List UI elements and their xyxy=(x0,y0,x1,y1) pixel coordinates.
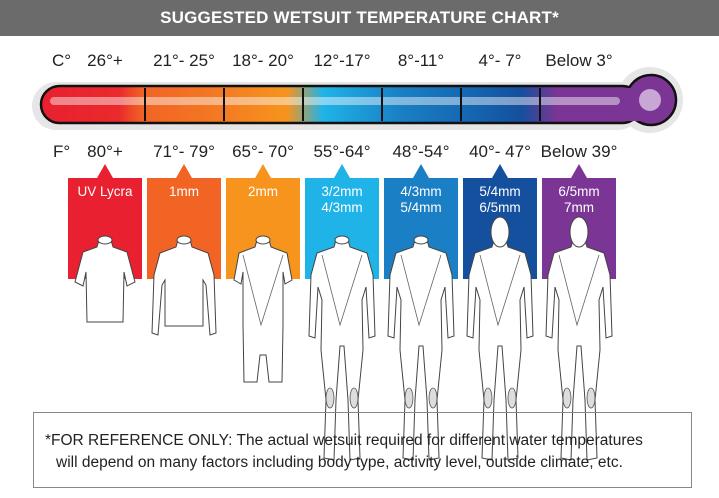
chest-panel-seam xyxy=(479,254,521,327)
chest-panel-seam xyxy=(321,254,363,327)
wetsuit-figure-full xyxy=(387,235,455,461)
knee-pad xyxy=(483,387,493,409)
knee-pad xyxy=(325,387,335,409)
suit-thickness-label: 3/2mm xyxy=(321,184,363,199)
celsius-range: 26°+ xyxy=(87,51,123,70)
fahrenheit-range: 55°-64° xyxy=(313,142,371,161)
disclaimer-note: *FOR REFERENCE ONLY: The actual wetsuit … xyxy=(33,412,692,488)
celsius-unit: C° xyxy=(52,51,72,70)
wetsuit-figure-full xyxy=(308,235,376,461)
wetsuit-figure-short-sleeve-top xyxy=(74,235,136,323)
suit-thickness-label: 6/5mm xyxy=(558,184,600,199)
knee-pad xyxy=(428,387,438,409)
fahrenheit-range: Below 39° xyxy=(540,142,618,161)
fahrenheit-range: 40°- 47° xyxy=(469,142,531,161)
suit-thickness-label: UV Lycra xyxy=(77,184,133,199)
chest-panel-seam xyxy=(242,254,284,327)
celsius-range: 21°- 25° xyxy=(153,51,215,70)
celsius-row: C° 26°+ 21°- 25° 18°- 20° 12°-17° 8°-11° 4°- … xyxy=(0,51,719,75)
collar-icon xyxy=(97,235,113,245)
celsius-range: 18°- 20° xyxy=(232,51,294,70)
fahrenheit-range: 65°- 70° xyxy=(232,142,294,161)
collar-icon xyxy=(176,235,192,245)
hood-icon xyxy=(569,216,589,248)
suit-thickness-label: 1mm xyxy=(169,184,199,199)
fahrenheit-unit: F° xyxy=(53,142,71,161)
bulb-highlight xyxy=(639,89,661,111)
wetsuit-figure-long-sleeve-top xyxy=(151,235,217,336)
disclaimer-line-1: *FOR REFERENCE ONLY: The actual wetsuit … xyxy=(45,432,643,449)
knee-pad xyxy=(586,387,596,409)
fahrenheit-row: F° 80°+ 71°- 79° 65°- 70° 55°-64° 48°-54° 40°… xyxy=(0,142,719,166)
celsius-range: 12°-17° xyxy=(313,51,371,70)
knee-pad xyxy=(562,387,572,409)
suit-thickness-label: 5/4mm xyxy=(479,184,521,199)
suit-thickness-label: 7mm xyxy=(564,200,594,215)
suit-thickness-label: 4/3mm xyxy=(400,184,442,199)
celsius-range: 8°-11° xyxy=(397,51,445,70)
chest-panel-seam xyxy=(400,254,442,327)
celsius-range: Below 3° xyxy=(545,51,613,70)
suit-thickness-label: 5/4mm xyxy=(400,200,442,215)
thermometer-highlight xyxy=(50,97,620,105)
wetsuit-figure-full-hood xyxy=(545,216,613,461)
thermometer xyxy=(32,67,683,133)
knee-pad xyxy=(404,387,414,409)
fahrenheit-range: 71°- 79° xyxy=(153,142,215,161)
chart-title: SUGGESTED WETSUIT TEMPERATURE CHART* xyxy=(0,0,719,36)
celsius-range: 4°- 7° xyxy=(478,51,522,70)
suit-thickness-label: 2mm xyxy=(248,184,278,199)
chest-panel-seam xyxy=(558,254,600,327)
collar-icon xyxy=(413,235,429,245)
collar-icon xyxy=(334,235,350,245)
collar-icon xyxy=(255,235,271,245)
suit-thickness-label: 4/3mm xyxy=(321,200,363,215)
disclaimer-line-2: will depend on many factors including bo… xyxy=(56,454,623,471)
knee-pad xyxy=(349,387,359,409)
knee-pad xyxy=(507,387,517,409)
fahrenheit-range: 48°-54° xyxy=(392,142,450,161)
suit-thickness-label: 6/5mm xyxy=(479,200,521,215)
wetsuit-figure-full-hood xyxy=(466,216,534,461)
fahrenheit-range: 80°+ xyxy=(87,142,123,161)
wetsuit-figure-shorty xyxy=(233,235,293,383)
hood-icon xyxy=(490,216,510,248)
